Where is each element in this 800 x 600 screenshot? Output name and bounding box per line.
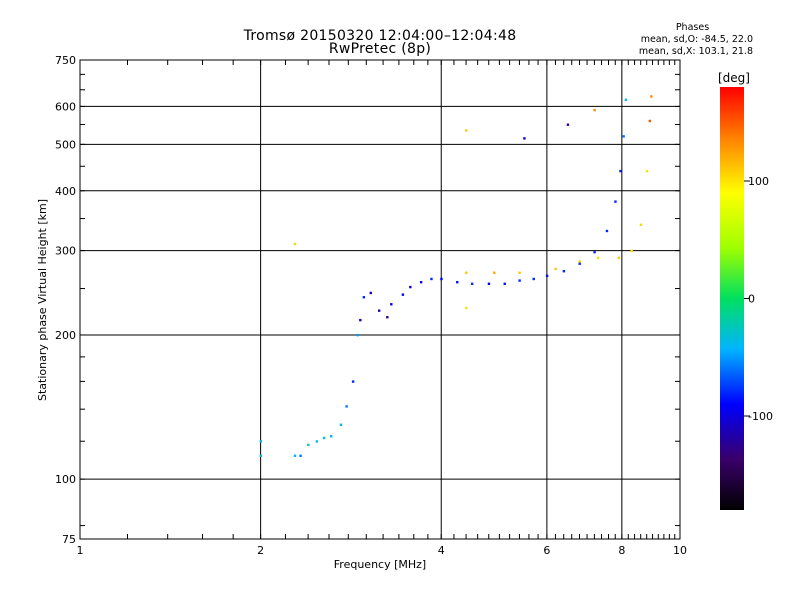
data-point xyxy=(299,454,302,457)
data-point xyxy=(523,137,526,140)
data-point xyxy=(440,277,443,281)
data-point xyxy=(315,440,319,443)
data-point xyxy=(624,98,628,101)
data-point xyxy=(493,271,496,274)
data-point xyxy=(622,135,625,138)
scatter-points xyxy=(259,95,653,457)
phase-x-stats: mean, sd,X: 103.1, 21.8 xyxy=(638,46,753,57)
data-point xyxy=(566,123,570,126)
x-tick-label: 10 xyxy=(673,544,687,557)
x-tick-label: 1 xyxy=(77,544,84,557)
data-point xyxy=(465,271,468,274)
data-point xyxy=(578,260,581,263)
y-tick-label: 300 xyxy=(55,245,76,258)
data-point xyxy=(617,256,620,260)
data-point xyxy=(619,169,622,173)
data-point xyxy=(339,423,343,426)
data-point xyxy=(293,454,297,457)
phase-o-stats: mean, sd,O: -84.5, 22.0 xyxy=(640,34,753,45)
data-point xyxy=(356,333,359,337)
colorbar xyxy=(720,87,744,510)
data-point xyxy=(359,318,362,322)
y-tick-label: 750 xyxy=(55,54,76,67)
data-point xyxy=(377,309,381,312)
x-tick-label: 6 xyxy=(543,544,550,557)
data-point xyxy=(645,169,649,173)
data-point xyxy=(307,443,310,447)
axis-ticks: 1 2 4 6 8 10 75 100 200 300 400 500 600 750 xyxy=(55,54,687,557)
colorbar-unit: [deg] xyxy=(718,71,750,85)
data-point xyxy=(554,267,557,271)
data-point xyxy=(293,242,297,246)
y-tick-label: 500 xyxy=(55,138,76,151)
data-point xyxy=(503,282,506,286)
data-point xyxy=(630,249,633,253)
plot-frame xyxy=(79,59,681,540)
data-point xyxy=(518,271,521,274)
x-tick-label: 8 xyxy=(618,544,625,557)
y-tick-label: 200 xyxy=(55,329,76,342)
data-point xyxy=(650,95,653,98)
data-point xyxy=(386,316,389,319)
grid-lines xyxy=(80,60,680,539)
data-point xyxy=(259,440,263,443)
x-tick-label: 4 xyxy=(438,544,445,557)
data-point xyxy=(351,380,355,383)
y-tick-label: 100 xyxy=(55,473,76,486)
y-tick-label: 600 xyxy=(55,100,76,113)
data-point xyxy=(578,262,581,265)
colorbar-ticks: 100 0 -100 xyxy=(744,175,773,423)
data-point xyxy=(430,277,433,281)
data-point xyxy=(596,256,600,260)
chart-subtitle: RwPretec (8p) xyxy=(328,41,432,57)
data-point xyxy=(465,306,468,310)
data-point xyxy=(409,285,412,289)
data-point xyxy=(259,454,263,457)
data-point xyxy=(532,277,535,281)
data-point xyxy=(545,274,549,278)
data-point xyxy=(593,251,596,254)
data-point xyxy=(487,282,491,286)
data-point xyxy=(614,200,617,203)
data-point xyxy=(329,435,333,438)
x-tick-label: 2 xyxy=(257,544,264,557)
data-point xyxy=(322,436,326,440)
y-tick-label: 400 xyxy=(55,185,76,198)
colorbar-tick-label: 0 xyxy=(748,293,755,306)
y-axis-label: Stationary phase Virtual Height [km] xyxy=(36,199,49,401)
data-point xyxy=(648,119,652,123)
phase-stats: Phases mean, sd,O: -84.5, 22.0 mean, sd,… xyxy=(598,22,753,58)
colorbar-tick-label: 100 xyxy=(748,175,769,188)
x-axis-label: Frequency [MHz] xyxy=(334,558,426,571)
data-point xyxy=(390,303,393,306)
data-point xyxy=(593,108,596,112)
colorbar-tick-label: -100 xyxy=(748,410,773,423)
data-point xyxy=(470,282,474,286)
y-tick-label: 75 xyxy=(62,533,76,546)
data-point xyxy=(639,223,643,226)
data-point xyxy=(605,229,609,233)
data-point xyxy=(419,280,423,284)
data-point xyxy=(518,279,521,282)
data-point xyxy=(465,129,468,132)
data-point xyxy=(345,405,348,408)
data-point xyxy=(369,291,372,295)
data-point xyxy=(456,280,459,284)
data-point xyxy=(401,293,405,296)
phase-header: Phases xyxy=(675,22,710,33)
data-point xyxy=(362,296,366,299)
chart-title: Tromsø 20150320 12:04:00–12:04:48 xyxy=(243,28,517,44)
data-point xyxy=(562,269,566,273)
